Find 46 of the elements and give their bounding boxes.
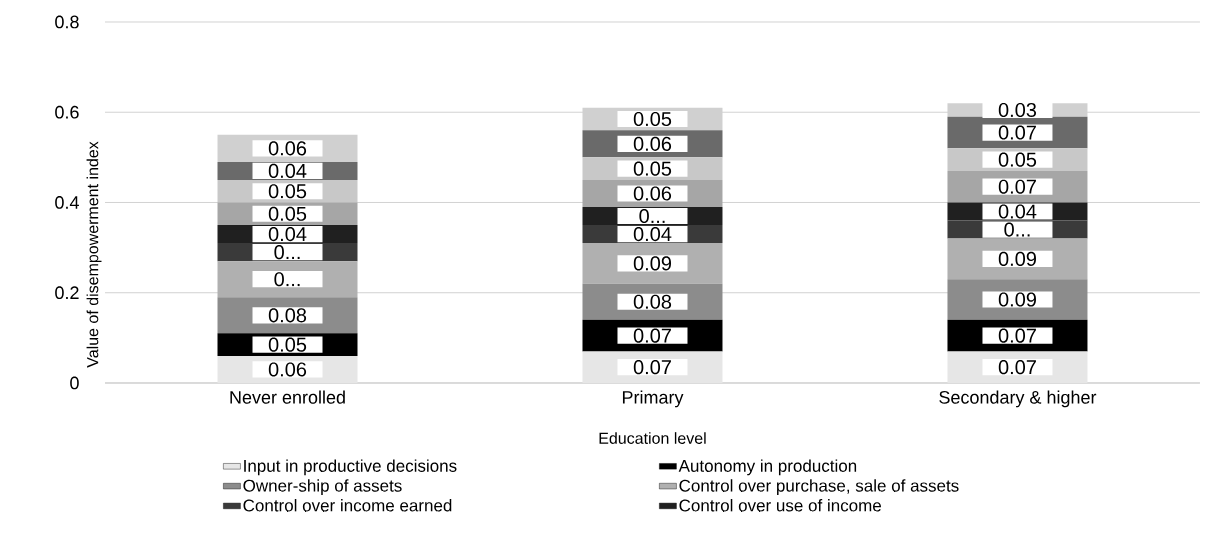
- x-tick-label: Primary: [622, 390, 684, 408]
- data-label: 0.06: [268, 141, 307, 156]
- data-label: 0.04: [633, 227, 672, 242]
- data-label: 0.03: [998, 102, 1037, 118]
- y-tick-label: 0.4: [55, 196, 79, 209]
- legend-label: Control over use of income: [679, 499, 881, 512]
- data-label: 0.05: [268, 206, 307, 221]
- data-label: 0.09: [998, 251, 1036, 266]
- data-label: 0.09: [998, 292, 1036, 307]
- y-tick-label: 0: [70, 376, 79, 390]
- legend-label: Input in productive decisions: [244, 459, 457, 476]
- legend-label: Control over purchase, sale of assets: [679, 479, 959, 496]
- data-label: 0.07: [998, 179, 1036, 194]
- x-axis-title: Education level: [599, 432, 706, 444]
- x-tick-label: Never enrolled: [230, 390, 345, 404]
- data-label: 0.08: [268, 308, 307, 323]
- data-label: 0.05: [268, 184, 307, 199]
- legend-label: Control over income earned: [243, 499, 452, 512]
- data-label: 0...: [639, 208, 665, 224]
- data-label: 0.04: [268, 163, 307, 178]
- data-label: 0...: [274, 272, 300, 287]
- data-label: 0...: [274, 245, 300, 260]
- data-label: 0.07: [633, 328, 671, 343]
- y-tick-label: 0.6: [55, 105, 79, 119]
- y-axis-title: Value of disempowerment index: [86, 141, 102, 368]
- data-label: 0.04: [268, 227, 307, 242]
- y-tick-label: 0.8: [55, 15, 79, 29]
- legend-label: Autonomy in production: [678, 459, 857, 476]
- data-label: 0.07: [633, 360, 671, 375]
- data-label: 0.05: [268, 337, 307, 352]
- data-label: 0.07: [998, 328, 1036, 343]
- data-label: 0.04: [998, 204, 1037, 219]
- data-label: 0.09: [633, 256, 672, 271]
- data-label: 0.05: [633, 161, 672, 176]
- data-label: 0.07: [998, 125, 1036, 140]
- data-label: 0.06: [268, 362, 307, 377]
- x-tick-label: Secondary & higher: [939, 390, 1097, 408]
- y-tick-label: 0.2: [55, 286, 79, 300]
- data-label: 0.08: [633, 294, 672, 309]
- data-label: 0.07: [998, 360, 1036, 375]
- data-label: 0.05: [998, 152, 1037, 167]
- data-label: 0.06: [633, 186, 672, 201]
- data-label: 0.05: [633, 111, 672, 127]
- data-label: 0.06: [633, 136, 672, 151]
- data-label: 0...: [1004, 222, 1030, 237]
- legend-label: Owner-ship of assets: [243, 479, 402, 496]
